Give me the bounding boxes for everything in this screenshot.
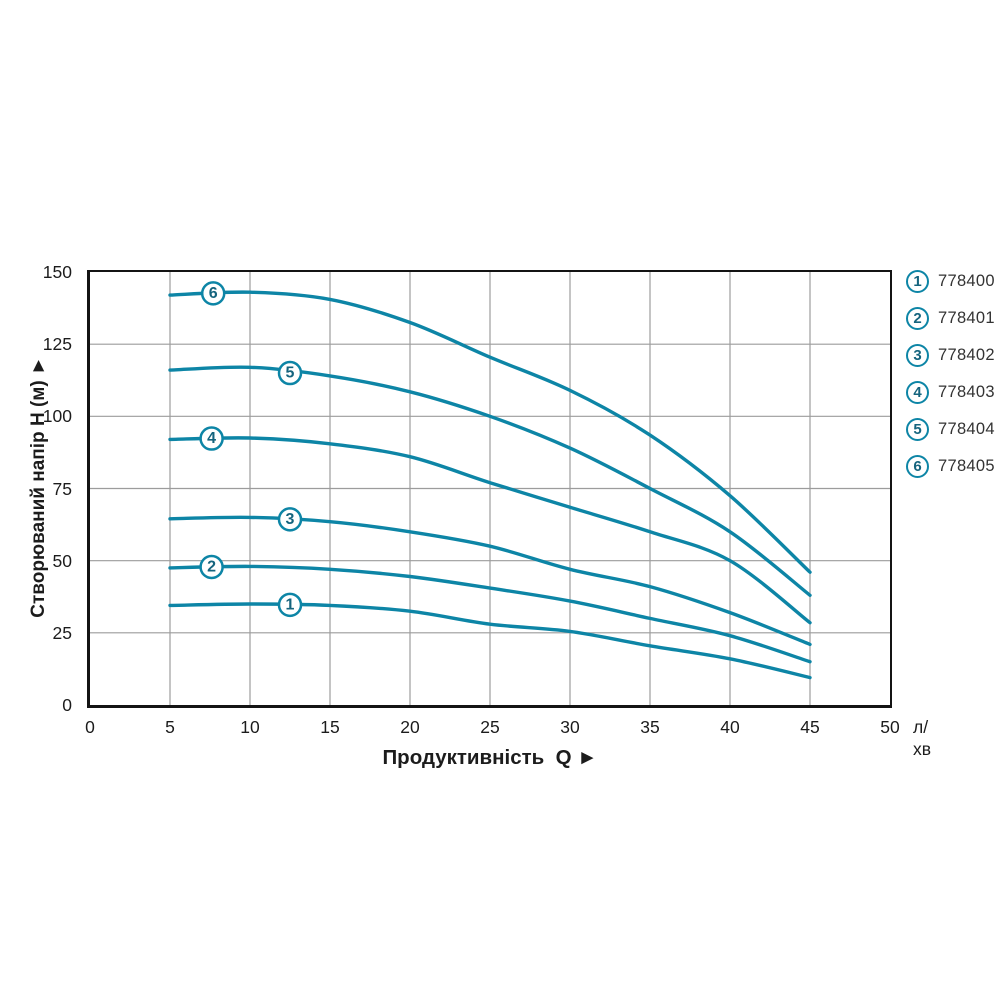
- curve-marker-number-6: 6: [209, 285, 218, 302]
- x-tick-label-0: 0: [85, 717, 95, 737]
- y-tick-label-0: 0: [62, 695, 72, 715]
- curve-6: [168, 290, 812, 574]
- curve-marker-number-4: 4: [207, 430, 216, 447]
- y-tick-label-150: 150: [42, 262, 72, 282]
- legend-number-icon: 6: [906, 455, 929, 478]
- legend-code: 778405: [938, 457, 995, 475]
- curve-2: [168, 564, 812, 664]
- legend-item-5: 5 778404: [906, 418, 995, 441]
- legend-item-6: 6 778405: [906, 455, 995, 478]
- curves-svg: 1 2 3 4 5 6: [90, 272, 890, 705]
- legend-code: 778403: [938, 383, 995, 401]
- curve-marker-circle-4: [199, 426, 224, 451]
- x-axis-title: Продуктивність Q ►: [382, 746, 598, 769]
- curve-marker-number-1: 1: [286, 596, 295, 613]
- curve-marker-number-5: 5: [286, 365, 295, 382]
- legend: 1 778400 2 778401 3 778402 4 778403 5 778404 6 7784…: [906, 270, 995, 478]
- x-tick-label-5: 5: [165, 717, 175, 737]
- legend-code: 778404: [938, 420, 995, 438]
- x-tick-label-20: 20: [400, 717, 420, 737]
- legend-code: 778401: [938, 309, 995, 327]
- y-tick-label-50: 50: [52, 550, 72, 571]
- curve-marker-circle-5: [277, 360, 303, 386]
- curve-marker-circle-1: [277, 592, 303, 618]
- legend-number-icon: 4: [906, 381, 929, 404]
- curve-marker-number-3: 3: [286, 511, 295, 528]
- legend-item-2: 2 778401: [906, 307, 995, 330]
- curve-4: [168, 436, 812, 625]
- legend-item-4: 4 778403: [906, 381, 995, 404]
- plot-area: 1 2 3 4 5 6: [87, 270, 892, 708]
- x-tick-label-15: 15: [320, 717, 340, 737]
- legend-item-1: 1 778400: [906, 270, 995, 293]
- x-tick-label-10: 10: [240, 717, 260, 737]
- curve-marker-circle-6: [200, 281, 226, 306]
- x-axis-unit-label: л/хв: [912, 717, 932, 759]
- y-tick-label-125: 125: [42, 334, 72, 355]
- x-tick-label-25: 25: [480, 717, 500, 737]
- curve-marker-number-2: 2: [207, 559, 216, 576]
- y-tick-label-75: 75: [52, 478, 72, 499]
- x-tick-label-35: 35: [640, 717, 660, 737]
- x-tick-label-40: 40: [720, 717, 740, 737]
- x-axis-tick-labels: л/хв 0 5 10 15 20 25 30 35 40 45 50: [85, 716, 931, 759]
- legend-code: 778400: [938, 272, 995, 290]
- legend-number-icon: 2: [906, 307, 929, 330]
- x-tick-label-50: 50: [880, 717, 900, 737]
- legend-item-3: 3 778402: [906, 344, 995, 367]
- y-tick-label-100: 100: [42, 406, 72, 427]
- legend-code: 778402: [938, 346, 995, 364]
- curve-marker-circle-2: [199, 554, 224, 580]
- y-tick-label-25: 25: [52, 622, 72, 643]
- y-axis-tick-labels: 0 25 50 75 100 125 150: [0, 263, 80, 714]
- x-tick-label-45: 45: [800, 717, 820, 737]
- curve-marker-circle-3: [277, 507, 303, 532]
- x-tick-label-30: 30: [560, 717, 580, 737]
- legend-number-icon: 1: [906, 270, 929, 293]
- legend-number-icon: 5: [906, 418, 929, 441]
- legend-number-icon: 3: [906, 344, 929, 367]
